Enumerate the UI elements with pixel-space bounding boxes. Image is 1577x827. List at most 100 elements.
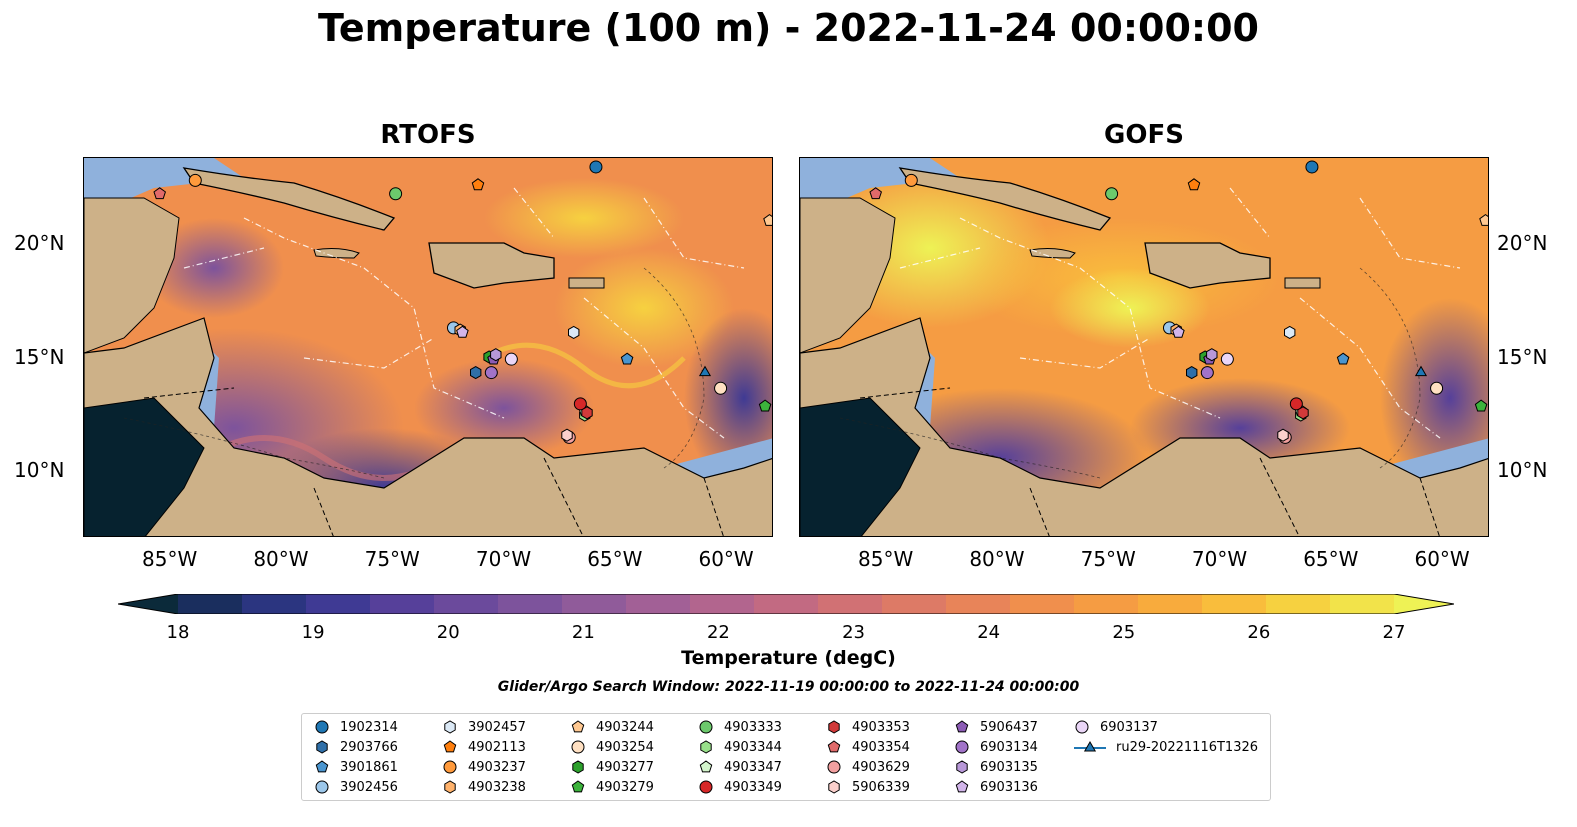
legend-item: 4903344 xyxy=(698,737,782,757)
legend-label: 4903349 xyxy=(724,779,782,795)
legend-item: 5906339 xyxy=(826,777,910,797)
legend-item: 4903277 xyxy=(570,757,654,777)
marker-6903136 xyxy=(1172,325,1185,338)
y-tick-10n-right: 10°N xyxy=(1497,458,1548,482)
colorbar-segment xyxy=(754,594,819,614)
legend-item: 6903136 xyxy=(954,777,1038,797)
legend-item: 4903629 xyxy=(826,757,910,777)
legend-item: 3902456 xyxy=(314,777,398,797)
x-tick-gofs: 60°W xyxy=(1414,547,1470,571)
legend-marker-hexagon xyxy=(572,760,584,774)
colorbar-segment xyxy=(818,594,883,614)
legend-marker-circle xyxy=(827,760,841,774)
colorbar-tick: 27 xyxy=(1382,622,1406,643)
x-tick-rtofs: 80°W xyxy=(253,547,309,571)
legend-label: 3902456 xyxy=(340,779,398,795)
legend-label: 1902314 xyxy=(340,719,398,735)
legend-label: 4903244 xyxy=(596,719,654,735)
legend-item: 1902314 xyxy=(314,717,398,737)
marker-4903237 xyxy=(904,173,918,187)
legend-marker-hexagon xyxy=(316,740,328,754)
legend-label: 4903254 xyxy=(596,739,654,755)
rtofs-map xyxy=(83,157,773,537)
legend-label: 6903136 xyxy=(980,779,1038,795)
marker-ru29-20221116T1326 xyxy=(1414,365,1428,377)
legend-marker-hexagon xyxy=(444,780,456,794)
legend-label: 5906437 xyxy=(980,719,1038,735)
legend-label: 2903766 xyxy=(340,739,398,755)
colorbar-tick: 25 xyxy=(1112,622,1136,643)
legend-item: 5906437 xyxy=(954,717,1038,737)
x-tick-gofs: 85°W xyxy=(858,547,914,571)
marker-4903353 xyxy=(581,406,593,420)
colorbar-segment xyxy=(370,594,435,614)
search-window-text: Glider/Argo Search Window: 2022-11-19 00… xyxy=(497,679,1080,695)
legend-marker-circle xyxy=(571,740,585,754)
y-tick-20n-left: 20°N xyxy=(14,231,65,255)
marker-5906339 xyxy=(561,428,573,442)
legend-label: 4903629 xyxy=(852,759,910,775)
x-tick-gofs: 75°W xyxy=(1080,547,1136,571)
legend-item: ru29-20221116T1326 xyxy=(1074,737,1258,757)
colorbar-segment xyxy=(178,594,243,614)
legend-item: 4903333 xyxy=(698,717,782,737)
colorbar-tick: 24 xyxy=(977,622,1001,643)
marker-1902314 xyxy=(589,160,603,174)
colorbar-extend-low xyxy=(118,594,178,614)
marker-1902314 xyxy=(1305,160,1319,174)
marker-6903134 xyxy=(484,366,498,380)
legend-marker-circle xyxy=(315,780,329,794)
legend-item: 6903134 xyxy=(954,737,1038,757)
colorbar-segment xyxy=(498,594,563,614)
legend-marker-circle xyxy=(1075,720,1089,734)
legend-marker-pentagon xyxy=(827,740,841,753)
marker-6903134 xyxy=(1200,366,1214,380)
legend-marker-circle xyxy=(955,740,969,754)
marker-3902457 xyxy=(568,325,580,339)
colorbar-tick: 19 xyxy=(301,622,325,643)
marker-4903279 xyxy=(1474,399,1488,412)
marker-3902457 xyxy=(1284,325,1296,339)
marker-4903353 xyxy=(1297,406,1309,420)
legend-marker-pentagon xyxy=(571,780,585,793)
colorbar-extend-high xyxy=(1394,594,1454,614)
colorbar-segment xyxy=(1202,594,1267,614)
x-tick-rtofs: 70°W xyxy=(475,547,532,571)
colorbar-segment xyxy=(562,594,627,614)
marker-4903354 xyxy=(869,187,882,200)
legend-marker-circle xyxy=(443,760,457,774)
colorbar-segment xyxy=(882,594,947,614)
x-tick-rtofs: 85°W xyxy=(142,547,198,571)
legend-marker-circle xyxy=(699,720,713,734)
marker-ru29-20221116T1326 xyxy=(698,365,712,377)
legend-label: 3902457 xyxy=(468,719,526,735)
legend-label: 6903134 xyxy=(980,739,1038,755)
marker-4903349 xyxy=(1289,397,1303,411)
colorbar xyxy=(117,593,1455,615)
marker-4903333 xyxy=(1105,187,1119,201)
colorbar-segment xyxy=(690,594,755,614)
colorbar-segment xyxy=(626,594,691,614)
colorbar-tick: 23 xyxy=(842,622,865,643)
legend-label: 4903238 xyxy=(468,779,526,795)
legend-item: 4903354 xyxy=(826,737,910,757)
legend-label: 4903237 xyxy=(468,759,526,775)
legend-label: 4903353 xyxy=(852,719,910,735)
marker-2903766 xyxy=(1186,366,1198,380)
x-tick-gofs: 70°W xyxy=(1191,547,1248,571)
x-tick-rtofs: 60°W xyxy=(698,547,754,571)
colorbar-segment xyxy=(434,594,499,614)
marker-4902113 xyxy=(1187,178,1201,191)
colorbar-label: Temperature (degC) xyxy=(681,647,896,669)
marker-4902113 xyxy=(471,178,485,191)
colorbar-tick: 26 xyxy=(1247,622,1271,643)
marker-5906339 xyxy=(1277,428,1289,442)
marker-4903244 xyxy=(1479,213,1488,226)
colorbar-tick: 22 xyxy=(706,622,730,643)
legend-label: 3901861 xyxy=(340,759,398,775)
legend-marker-circle xyxy=(699,780,713,794)
colorbar-segment xyxy=(1010,594,1075,614)
colorbar-tick: 21 xyxy=(571,622,595,643)
legend-label: 4903279 xyxy=(596,779,654,795)
legend-marker-hexagon xyxy=(828,720,840,734)
